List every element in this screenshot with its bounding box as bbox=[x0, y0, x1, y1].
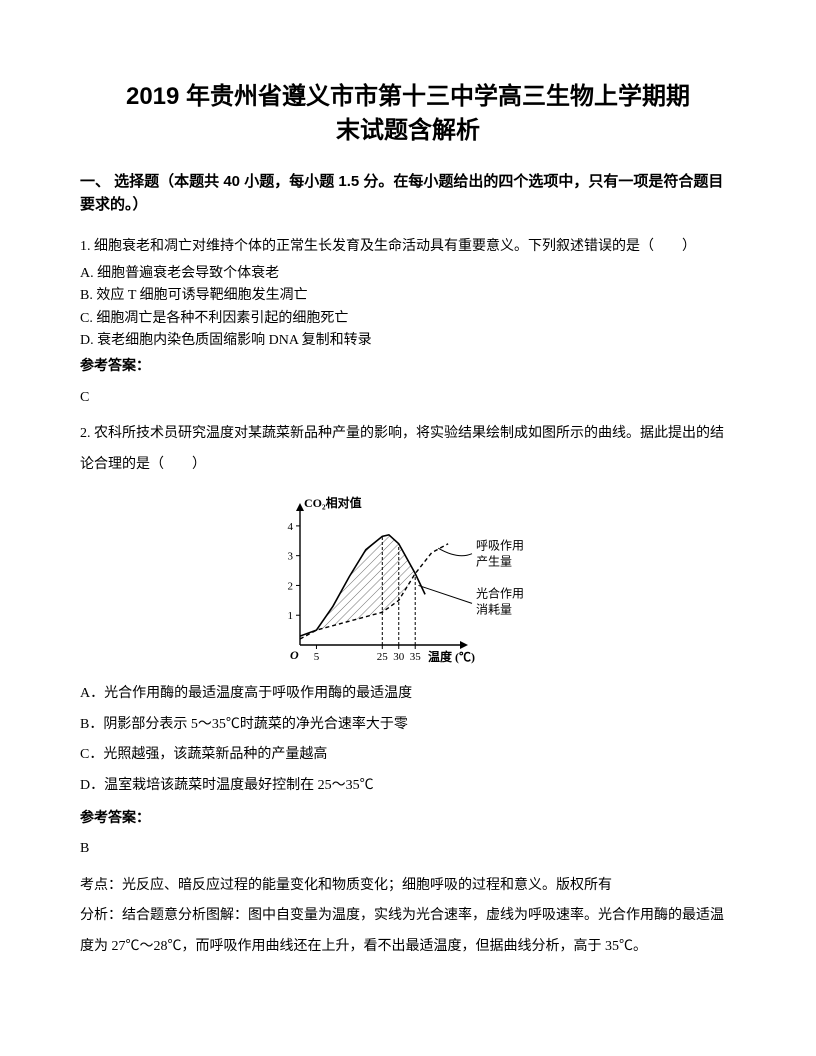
svg-text:30: 30 bbox=[393, 651, 405, 663]
q2-chart: 1 2 3 4 5 25 30 35 O CO₂相对值温度 (℃) 呼吸作用产生量光合作用消耗量 bbox=[80, 489, 736, 669]
svg-text:2: 2 bbox=[288, 580, 294, 592]
svg-text:光合作用: 光合作用 bbox=[476, 585, 524, 600]
q2-analysis-1: 考点：光反应、暗反应过程的能量变化和物质变化；细胞呼吸的过程和意义。版权所有 bbox=[80, 871, 736, 902]
svg-text:35: 35 bbox=[410, 651, 422, 663]
page-title: 2019 年贵州省遵义市市第十三中学高三生物上学期期 末试题含解析 bbox=[80, 80, 736, 147]
q2-answer-label: 参考答案： bbox=[80, 806, 736, 828]
title-line-1: 2019 年贵州省遵义市市第十三中学高三生物上学期期 bbox=[126, 83, 690, 110]
title-line-2: 末试题含解析 bbox=[336, 117, 480, 144]
svg-text:温度 (℃): 温度 (℃) bbox=[428, 649, 475, 664]
q1-stem: 1. 细胞衰老和凋亡对维持个体的正常生长发育及生命活动具有重要意义。下列叙述错误… bbox=[80, 234, 736, 261]
svg-text:O: O bbox=[290, 648, 299, 662]
q1-options: A. 细胞普遍衰老会导致个体衰老 B. 效应 T 细胞可诱导靶细胞发生凋亡 C.… bbox=[80, 263, 736, 353]
q2-analysis-2: 分析：结合题意分析图解：图中自变量为温度，实线为光合速率，虚线为呼吸速率。光合作… bbox=[80, 901, 736, 963]
q1-option-b: B. 效应 T 细胞可诱导靶细胞发生凋亡 bbox=[80, 285, 736, 307]
q1-option-c: C. 细胞凋亡是各种不利因素引起的细胞死亡 bbox=[80, 308, 736, 330]
q1-answer-label: 参考答案： bbox=[80, 354, 736, 376]
q2-stem: 2. 农科所技术员研究温度对某蔬菜新品种产量的影响，将实验结果绘制成如图所示的曲… bbox=[80, 419, 736, 481]
svg-text:4: 4 bbox=[288, 521, 294, 533]
section-1-heading: 一、 选择题（本题共 40 小题，每小题 1.5 分。在每小题给出的四个选项中，… bbox=[80, 171, 736, 216]
svg-text:消耗量: 消耗量 bbox=[476, 602, 512, 616]
svg-text:25: 25 bbox=[377, 651, 389, 663]
svg-text:呼吸作用: 呼吸作用 bbox=[476, 538, 524, 552]
co2-temperature-chart: 1 2 3 4 5 25 30 35 O CO₂相对值温度 (℃) 呼吸作用产生量光合作用消耗量 bbox=[258, 489, 558, 669]
q2-options: A．光合作用酶的最适温度高于呼吸作用酶的最适温度 B．阴影部分表示 5～35℃时… bbox=[80, 679, 736, 802]
q2-option-c: C．光照越强，该蔬菜新品种的产量越高 bbox=[80, 740, 736, 771]
svg-text:产生量: 产生量 bbox=[476, 554, 512, 568]
svg-text:3: 3 bbox=[288, 550, 294, 562]
q2-analysis: 考点：光反应、暗反应过程的能量变化和物质变化；细胞呼吸的过程和意义。版权所有 分… bbox=[80, 871, 736, 963]
q2-answer: B bbox=[80, 838, 736, 860]
svg-text:5: 5 bbox=[314, 651, 320, 663]
q2-option-d: D．温室栽培该蔬菜时温度最好控制在 25～35℃ bbox=[80, 771, 736, 802]
q2-option-b: B．阴影部分表示 5～35℃时蔬菜的净光合速率大于零 bbox=[80, 710, 736, 741]
svg-text:CO₂相对值: CO₂相对值 bbox=[304, 495, 362, 510]
q1-option-d: D. 衰老细胞内染色质固缩影响 DNA 复制和转录 bbox=[80, 330, 736, 352]
svg-text:1: 1 bbox=[288, 610, 294, 622]
q1-option-a: A. 细胞普遍衰老会导致个体衰老 bbox=[80, 263, 736, 285]
q1-answer: C bbox=[80, 387, 736, 409]
q2-option-a: A．光合作用酶的最适温度高于呼吸作用酶的最适温度 bbox=[80, 679, 736, 710]
